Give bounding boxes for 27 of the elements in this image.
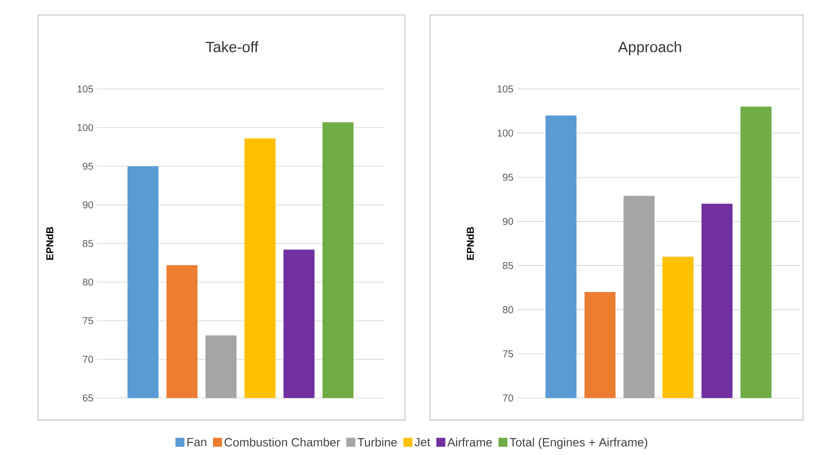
y-tick-label: 100 bbox=[498, 130, 514, 137]
chart-title: Take-off bbox=[206, 41, 258, 52]
legend-label: Airframe bbox=[447, 438, 492, 446]
y-tick-label: 80 bbox=[82, 278, 94, 286]
y-tick-label: 70 bbox=[502, 394, 514, 402]
y-tick-label: 95 bbox=[502, 174, 514, 181]
legend-label: Total (Engines + Airframe) bbox=[510, 438, 648, 449]
y-tick-label: 65 bbox=[82, 394, 94, 402]
legend-label: Turbine bbox=[358, 438, 397, 446]
y-axis-title: EPNdB bbox=[46, 227, 54, 260]
y-tick-label: 100 bbox=[78, 124, 94, 132]
y-tick-label: 75 bbox=[502, 350, 514, 358]
y-tick-label: 105 bbox=[498, 85, 514, 93]
y-axis-title: EPNdB bbox=[466, 227, 474, 260]
y-tick-label: 70 bbox=[82, 356, 94, 363]
y-tick-label: 90 bbox=[502, 218, 514, 225]
legend-label: Combustion Chamber bbox=[224, 438, 340, 446]
y-tick-label: 80 bbox=[502, 306, 514, 314]
y-tick-label: 95 bbox=[82, 162, 94, 170]
legend-label: Fan bbox=[187, 438, 206, 446]
y-tick-label: 75 bbox=[82, 317, 94, 324]
legend-label: Jet bbox=[414, 438, 430, 446]
y-tick-label: 85 bbox=[82, 240, 94, 248]
y-tick-label: 85 bbox=[502, 262, 514, 270]
y-tick-label: 105 bbox=[78, 85, 94, 93]
chart-title: Approach bbox=[618, 41, 682, 56]
y-tick-label: 90 bbox=[82, 201, 94, 208]
